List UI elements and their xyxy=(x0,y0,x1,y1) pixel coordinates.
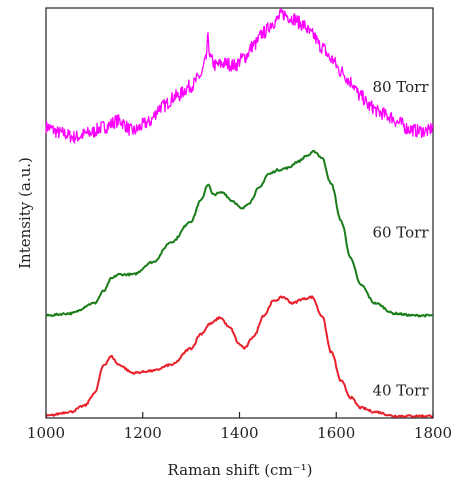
plot-frame xyxy=(45,7,434,419)
x-axis-label: Raman shift (cm⁻¹) xyxy=(168,461,313,479)
x-tick-label: 1400 xyxy=(220,424,258,442)
series-line-80-torr xyxy=(45,8,434,144)
series-label-60-torr: 60 Torr xyxy=(372,224,429,242)
x-tick-label: 1200 xyxy=(124,424,162,442)
x-tick-label: 1000 xyxy=(27,424,65,442)
x-tick-label: 1800 xyxy=(414,424,452,442)
series-line-60-torr xyxy=(45,149,434,318)
series-label-80-torr: 80 Torr xyxy=(372,78,429,96)
series-label-40-torr: 40 Torr xyxy=(372,381,429,399)
series-line-40-torr xyxy=(45,295,434,418)
series-labels: 80 Torr 60 Torr 40 Torr xyxy=(372,78,429,399)
y-axis-label: Intensity (a.u.) xyxy=(16,157,34,269)
x-axis-ticks: 1000 1200 1400 1600 1800 xyxy=(27,412,452,442)
x-tick-label: 1600 xyxy=(317,424,355,442)
series-layer xyxy=(45,8,434,418)
